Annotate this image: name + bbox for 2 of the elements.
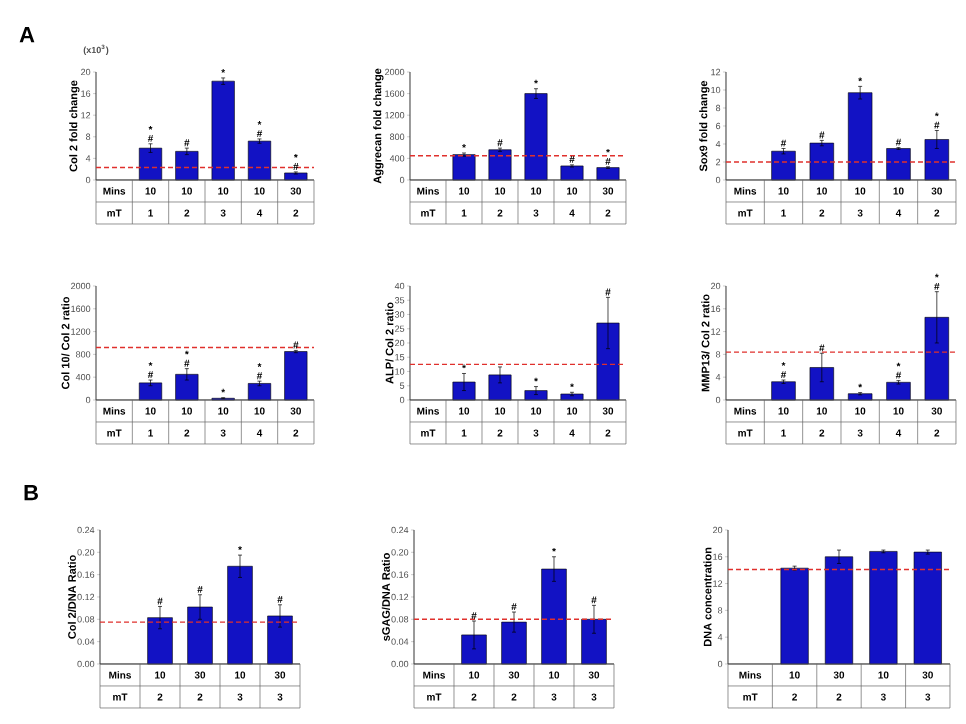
chart-title: B bbox=[24, 485, 38, 501]
chart-title: A bbox=[19, 27, 35, 43]
